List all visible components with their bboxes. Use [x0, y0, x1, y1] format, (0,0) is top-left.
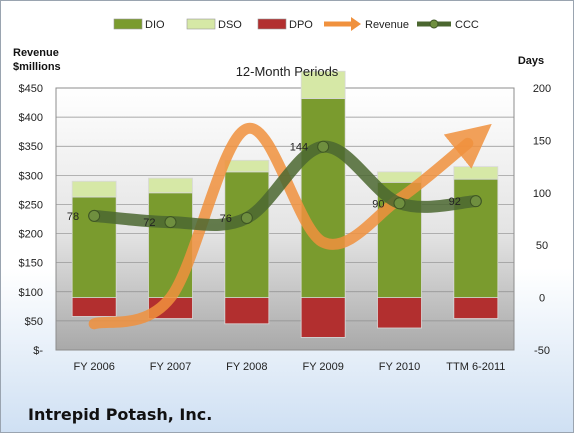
- legend-swatch-dio: [113, 18, 143, 30]
- legend-label: CCC: [455, 19, 479, 31]
- left-axis-label: $millions: [13, 61, 61, 73]
- ccc-point: [469, 195, 482, 208]
- ccc-data-label: 92: [449, 196, 461, 208]
- category-label: FY 2008: [226, 361, 267, 373]
- chart: $- $50 $100 $150 $200 $250 $300 $350 $400 $450 -50…: [13, 17, 551, 373]
- left-tick-label: $350: [19, 141, 43, 153]
- bar-dso: [224, 159, 270, 173]
- bar-dso: [453, 166, 499, 180]
- left-tick-label: $400: [19, 112, 43, 124]
- ccc-point: [317, 140, 330, 153]
- ccc-data-label: 76: [220, 213, 232, 225]
- right-tick-label: 100: [533, 188, 551, 200]
- ccc-data-label: 72: [143, 217, 155, 229]
- left-tick-label: $-: [33, 345, 43, 357]
- ccc-point: [393, 197, 406, 210]
- chart-title: 12-Month Periods: [236, 64, 339, 79]
- left-tick-label: $250: [19, 199, 43, 211]
- left-tick-label: $50: [25, 316, 43, 328]
- category-label: FY 2007: [150, 361, 191, 373]
- legend-label: DPO: [289, 19, 313, 31]
- bar-dpo: [71, 297, 117, 317]
- left-tick-label: $300: [19, 170, 43, 182]
- right-tick-label: -50: [534, 345, 550, 357]
- bar-dso: [71, 180, 117, 198]
- left-tick-label: $150: [19, 258, 43, 270]
- legend-swatch-dpo: [257, 18, 287, 30]
- bar-dio: [300, 98, 346, 298]
- left-tick-label: $100: [19, 287, 43, 299]
- bar-dpo: [300, 297, 346, 338]
- legend-ccc-marker: [429, 19, 439, 29]
- right-axis-label: Days: [518, 55, 544, 67]
- right-tick-label: 0: [539, 293, 545, 305]
- category-label: TTM 6-2011: [446, 361, 505, 373]
- legend-swatch-dso: [186, 18, 216, 30]
- legend-arrowhead: [351, 17, 361, 31]
- bar-dpo: [224, 297, 270, 325]
- right-tick-label: 50: [536, 240, 548, 252]
- ccc-point: [240, 211, 253, 224]
- ccc-point: [88, 209, 101, 222]
- bar-dso: [300, 70, 346, 99]
- category-label: FY 2009: [302, 361, 343, 373]
- bar-dpo: [377, 297, 422, 329]
- bar-dpo: [453, 297, 499, 319]
- right-tick-label: 150: [533, 135, 551, 147]
- right-tick-label: 200: [533, 83, 551, 95]
- category-label: FY 2006: [73, 361, 114, 373]
- left-axis-label: Revenue: [13, 47, 59, 59]
- legend-label: Revenue: [365, 19, 409, 31]
- ccc-point: [164, 216, 177, 229]
- company-name: Intrepid Potash, Inc.: [28, 405, 213, 424]
- left-tick-label: $450: [19, 83, 43, 95]
- legend-label: DSO: [218, 19, 242, 31]
- bar-dso: [148, 177, 193, 194]
- ccc-data-label: 144: [290, 142, 308, 154]
- category-label: FY 2010: [379, 361, 420, 373]
- ccc-data-label: 78: [67, 211, 79, 223]
- legend-label: DIO: [145, 19, 165, 31]
- bar-dio: [224, 171, 270, 298]
- ccc-data-label: 90: [372, 198, 384, 210]
- left-tick-label: $200: [19, 229, 43, 241]
- bar-dio: [148, 192, 193, 299]
